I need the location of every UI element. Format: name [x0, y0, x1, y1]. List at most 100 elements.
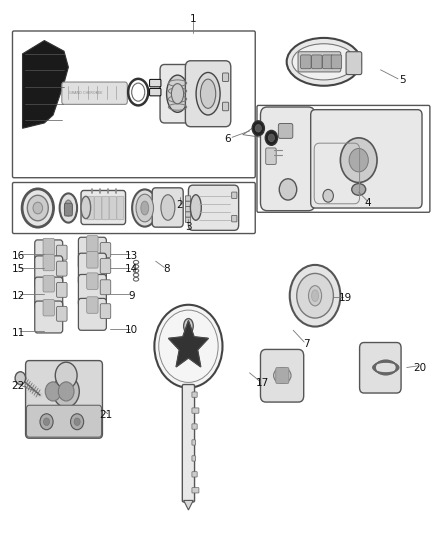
FancyBboxPatch shape	[192, 392, 195, 397]
FancyBboxPatch shape	[150, 88, 161, 96]
Text: 14: 14	[125, 264, 138, 274]
FancyBboxPatch shape	[25, 361, 102, 438]
FancyBboxPatch shape	[192, 488, 199, 493]
Circle shape	[154, 305, 223, 387]
Text: 15: 15	[11, 264, 25, 274]
FancyBboxPatch shape	[102, 196, 109, 220]
FancyBboxPatch shape	[223, 102, 229, 111]
Text: 22: 22	[11, 381, 25, 391]
FancyBboxPatch shape	[192, 472, 199, 477]
FancyBboxPatch shape	[192, 440, 195, 445]
FancyBboxPatch shape	[100, 243, 111, 257]
FancyBboxPatch shape	[78, 237, 106, 269]
Circle shape	[71, 414, 84, 430]
FancyBboxPatch shape	[185, 206, 191, 212]
Circle shape	[53, 375, 79, 407]
Ellipse shape	[60, 193, 77, 223]
Ellipse shape	[171, 84, 184, 104]
FancyBboxPatch shape	[346, 52, 362, 75]
Circle shape	[349, 149, 368, 172]
Ellipse shape	[166, 75, 188, 112]
Ellipse shape	[136, 194, 153, 222]
FancyBboxPatch shape	[35, 240, 63, 272]
FancyBboxPatch shape	[81, 190, 126, 224]
Text: 9: 9	[128, 290, 135, 301]
FancyBboxPatch shape	[279, 124, 293, 139]
Ellipse shape	[81, 196, 91, 219]
Circle shape	[255, 125, 261, 132]
FancyBboxPatch shape	[331, 55, 342, 69]
Circle shape	[279, 179, 297, 200]
FancyBboxPatch shape	[35, 256, 63, 288]
Ellipse shape	[292, 44, 356, 80]
FancyBboxPatch shape	[87, 297, 98, 313]
Ellipse shape	[274, 368, 291, 383]
Circle shape	[55, 362, 77, 389]
Ellipse shape	[22, 189, 53, 227]
Circle shape	[340, 138, 377, 182]
Ellipse shape	[27, 195, 48, 221]
FancyBboxPatch shape	[78, 253, 106, 285]
Text: 6: 6	[224, 134, 231, 144]
FancyBboxPatch shape	[300, 55, 311, 69]
Circle shape	[15, 372, 25, 384]
Ellipse shape	[161, 195, 175, 220]
Circle shape	[43, 418, 49, 425]
FancyBboxPatch shape	[110, 196, 117, 220]
FancyBboxPatch shape	[62, 82, 127, 104]
Polygon shape	[184, 500, 193, 510]
Text: 4: 4	[364, 198, 371, 208]
FancyBboxPatch shape	[185, 201, 191, 206]
Text: 3: 3	[185, 222, 192, 232]
Ellipse shape	[64, 200, 72, 216]
FancyBboxPatch shape	[43, 276, 54, 292]
FancyBboxPatch shape	[223, 73, 229, 82]
Circle shape	[265, 131, 278, 146]
Text: 21: 21	[99, 410, 112, 421]
FancyBboxPatch shape	[232, 215, 237, 222]
Circle shape	[74, 418, 80, 425]
Ellipse shape	[132, 189, 157, 227]
Circle shape	[323, 189, 333, 202]
Text: 10: 10	[125, 325, 138, 335]
FancyBboxPatch shape	[117, 196, 124, 220]
Text: 16: 16	[11, 251, 25, 261]
FancyBboxPatch shape	[182, 384, 194, 502]
Text: GRAND CHEROKEE: GRAND CHEROKEE	[69, 91, 102, 95]
Ellipse shape	[308, 286, 321, 306]
Ellipse shape	[184, 319, 193, 334]
FancyBboxPatch shape	[276, 368, 289, 383]
Ellipse shape	[352, 183, 366, 195]
FancyBboxPatch shape	[192, 424, 199, 429]
Text: 20: 20	[413, 362, 427, 373]
FancyBboxPatch shape	[57, 306, 67, 321]
FancyBboxPatch shape	[87, 196, 94, 220]
FancyBboxPatch shape	[261, 350, 304, 402]
FancyBboxPatch shape	[360, 343, 401, 393]
Text: 13: 13	[125, 251, 138, 261]
Text: 5: 5	[399, 76, 406, 85]
FancyBboxPatch shape	[57, 282, 67, 297]
FancyBboxPatch shape	[87, 273, 98, 289]
FancyBboxPatch shape	[78, 274, 106, 306]
FancyBboxPatch shape	[192, 408, 197, 413]
Circle shape	[58, 382, 74, 401]
FancyBboxPatch shape	[35, 301, 63, 333]
Polygon shape	[169, 321, 208, 367]
FancyBboxPatch shape	[311, 110, 422, 208]
FancyBboxPatch shape	[43, 238, 54, 255]
Text: 12: 12	[11, 290, 25, 301]
Ellipse shape	[287, 38, 361, 86]
Text: 2: 2	[177, 200, 183, 211]
FancyBboxPatch shape	[192, 456, 197, 461]
Circle shape	[290, 265, 340, 327]
FancyBboxPatch shape	[78, 298, 106, 330]
FancyBboxPatch shape	[150, 79, 161, 87]
Text: 1: 1	[190, 14, 196, 25]
FancyBboxPatch shape	[87, 252, 98, 268]
FancyBboxPatch shape	[185, 212, 191, 217]
Circle shape	[40, 414, 53, 430]
Polygon shape	[22, 41, 68, 128]
Ellipse shape	[33, 202, 42, 214]
FancyBboxPatch shape	[100, 304, 111, 319]
